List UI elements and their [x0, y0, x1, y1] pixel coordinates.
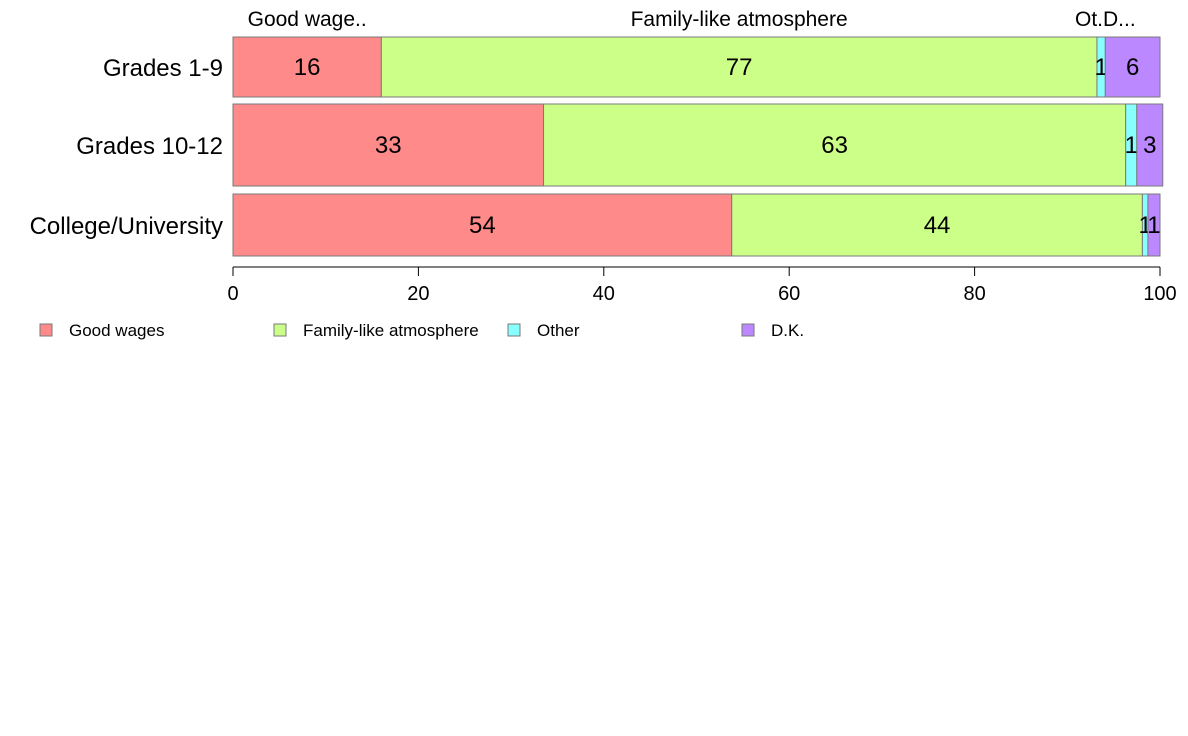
- category-label: College/University: [30, 213, 223, 240]
- x-axis: 0 20 40 60 80 100: [227, 266, 1177, 305]
- top-segment-label: Family-like atmosphere: [631, 8, 848, 31]
- bar-segment: [232, 193, 733, 257]
- bar-segment: [1147, 193, 1161, 257]
- legend-swatch: [273, 323, 287, 337]
- x-tick-label: 100: [1143, 283, 1176, 305]
- legend: Good wages Family-like atmosphere Other D.K…: [39, 321, 804, 340]
- legend-label: Other: [537, 321, 580, 340]
- bar-segment: [1104, 36, 1161, 98]
- top-segment-label: Good wage..: [248, 8, 367, 31]
- bar-segment: [232, 103, 545, 187]
- data-label: 54: [469, 212, 496, 239]
- legend-label: D.K.: [771, 321, 804, 340]
- legend-swatch: [39, 323, 53, 337]
- data-label: 1: [1147, 212, 1160, 239]
- top-segment-labels: Good wage.. Family-like atmosphere Ot. D...: [248, 8, 1136, 31]
- legend-swatch: [507, 323, 521, 337]
- data-label: 77: [726, 54, 753, 81]
- bar-segment: [380, 36, 1098, 98]
- data-label: 3: [1143, 132, 1156, 159]
- bar-segment: [232, 36, 382, 98]
- x-tick-label: 60: [778, 283, 800, 305]
- data-label: 44: [924, 212, 951, 239]
- legend-label: Family-like atmosphere: [303, 321, 479, 340]
- bar-segment: [1136, 103, 1164, 187]
- x-tick-label: 20: [407, 283, 429, 305]
- top-segment-label: Ot.: [1075, 8, 1103, 31]
- x-tick-label: 40: [593, 283, 615, 305]
- x-tick-label: 0: [227, 283, 238, 305]
- data-label: 16: [294, 54, 321, 81]
- data-label: 1: [1094, 54, 1107, 81]
- data-label: 33: [375, 132, 402, 159]
- legend-swatch: [741, 323, 755, 337]
- bars: 16 77 1 633 63 1 354 44 11: [232, 36, 1164, 257]
- data-label: 6: [1126, 54, 1139, 81]
- legend-label: Good wages: [69, 321, 164, 340]
- top-segment-label: D...: [1103, 8, 1136, 31]
- data-label: 1: [1125, 132, 1138, 159]
- x-tick-label: 80: [963, 283, 985, 305]
- data-label: 63: [821, 132, 848, 159]
- category-label: Grades 10-12: [76, 133, 223, 160]
- category-labels: Grades 1-9 Grades 10-12 College/University: [30, 55, 223, 240]
- category-label: Grades 1-9: [103, 55, 223, 82]
- bar-segment: [543, 103, 1127, 187]
